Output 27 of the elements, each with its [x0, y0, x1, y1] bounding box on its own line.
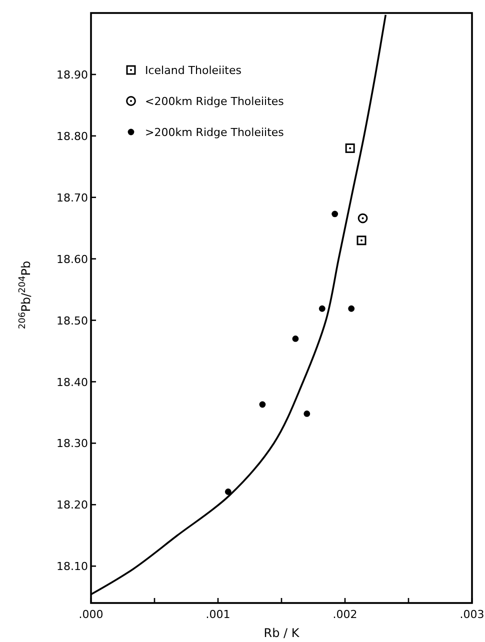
y-tick-label: 18.20 [56, 498, 88, 512]
y-tick-label: 18.40 [56, 376, 88, 389]
x-axis-title: Rb / K [264, 626, 300, 640]
x-tick-label: .001 [206, 608, 230, 621]
x-tick-label: .000 [78, 608, 104, 621]
legend-label: <200km Ridge Tholeiites [145, 95, 284, 108]
y-tick-label: 18.60 [56, 252, 88, 266]
point [358, 213, 368, 224]
point [259, 401, 266, 408]
x-tick-label: .003 [460, 608, 484, 621]
point [224, 488, 232, 495]
point [345, 143, 355, 153]
point [348, 305, 355, 312]
x-tick-label: .002 [332, 608, 358, 621]
y-tick-label: 18.90 [56, 68, 88, 82]
y-tick-label: 18.80 [56, 130, 88, 143]
y-tick-label: 18.10 [56, 560, 88, 574]
legend-label: >200km Ridge Tholeiites [145, 126, 284, 139]
point [318, 305, 326, 312]
point [356, 236, 366, 246]
y-tick-label: 18.70 [56, 191, 88, 204]
point [304, 410, 310, 417]
point [332, 210, 338, 218]
y-tick-label: 18.30 [56, 437, 88, 450]
y-tick-label: 18.50 [56, 314, 88, 328]
point [292, 336, 299, 342]
legend-label: Iceland Tholeiites [145, 64, 242, 77]
